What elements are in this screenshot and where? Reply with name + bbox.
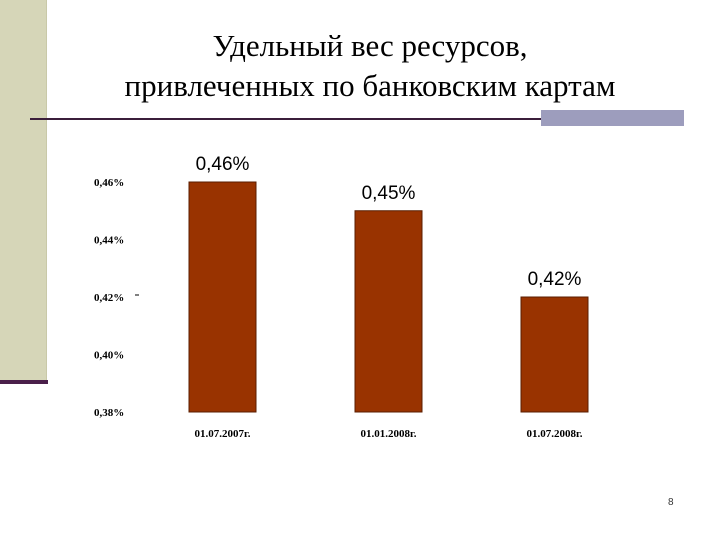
y-tick-label: 0,38% <box>94 407 124 419</box>
left-decor-line <box>46 0 47 384</box>
y-tick-label: 0,40% <box>94 350 124 362</box>
title-accent-block <box>541 110 684 126</box>
bar <box>354 210 423 413</box>
bar <box>520 296 589 413</box>
title-underline <box>30 118 684 120</box>
category-label: 01.01.2008г. <box>360 428 416 440</box>
data-label: 0,42% <box>528 269 582 290</box>
left-accent-bar <box>0 380 48 384</box>
data-label: 0,45% <box>362 183 416 204</box>
slide-title: Удельный вес ресурсов, привлеченных по б… <box>20 26 720 106</box>
category-label: 01.07.2008г. <box>526 428 582 440</box>
category-label: 01.07.2007г. <box>194 428 250 440</box>
y-tick-label: 0,44% <box>94 235 124 247</box>
bar <box>188 181 257 413</box>
page-number: 8 <box>668 497 674 508</box>
left-decor-band <box>0 0 46 381</box>
title-line-1: Удельный вес ресурсов, <box>212 28 528 63</box>
y-tick-label: 0,42% <box>94 292 124 304</box>
title-line-2: привлеченных по банковским картам <box>124 68 616 103</box>
y-tick-label: 0,46% <box>94 177 124 189</box>
data-label: 0,46% <box>196 154 250 175</box>
